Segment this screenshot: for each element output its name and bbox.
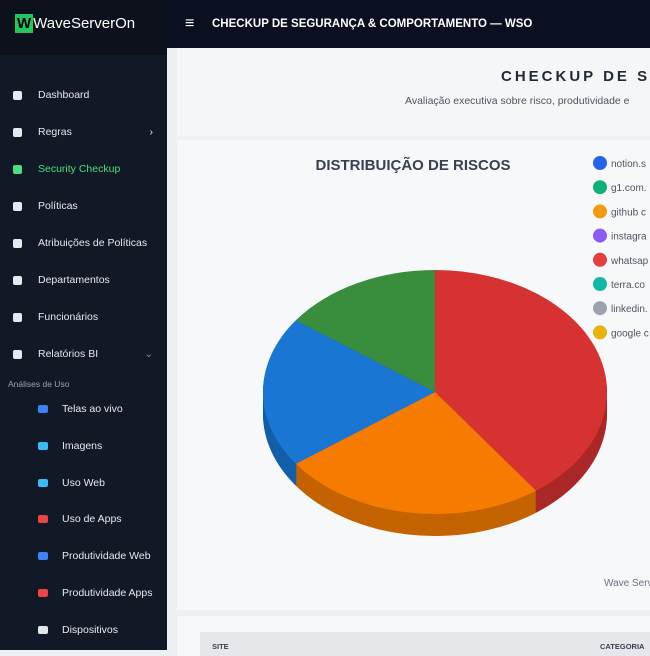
nav-label: Uso Web — [62, 476, 105, 489]
nav-icon — [13, 128, 22, 137]
nav-label: Departamentos — [38, 274, 110, 286]
nav-icon — [38, 589, 48, 597]
legend-label: github c — [611, 207, 646, 218]
nav-subitem[interactable]: Uso Web — [0, 473, 167, 493]
brand: W WaveServerOn — [0, 0, 167, 55]
legend-label: g1.com. — [611, 183, 647, 194]
legend-swatch — [593, 252, 607, 267]
nav-icon — [38, 405, 48, 413]
nav-label: Uso de Apps — [62, 513, 122, 526]
nav-item[interactable]: Políticas — [0, 196, 167, 216]
nav-label: Produtividade Web — [62, 550, 151, 563]
brand-text: WaveServerOn — [33, 15, 136, 32]
legend-label: notion.s — [611, 159, 646, 170]
header-subtitle: Avaliação executiva sobre risco, produti… — [405, 95, 630, 107]
legend-swatch — [593, 180, 607, 195]
nav-section: Análises de Uso — [8, 379, 70, 389]
nav-icon — [13, 165, 22, 174]
footer-text: Wave Serv — [604, 578, 650, 589]
nav-label: Regras — [38, 126, 72, 138]
nav-icon — [38, 625, 48, 634]
legend-label: terra.co — [611, 280, 645, 291]
nav-subitem[interactable]: Telas ao vivo — [0, 399, 167, 419]
nav-subitem[interactable]: Produtividade Web — [0, 546, 167, 566]
nav-label: Produtividade Apps — [62, 587, 153, 599]
column-header: SITE — [212, 642, 229, 651]
logo-mark: W — [15, 14, 34, 33]
nav-icon — [38, 441, 48, 450]
pie-slice — [263, 320, 435, 464]
chevron: › — [149, 126, 154, 138]
nav-label: Relatórios BI — [38, 348, 99, 360]
nav-subitem[interactable]: Produtividade Apps — [0, 583, 167, 603]
chart: DISTRIBUIÇÃO DE RISCOS Wave Serv notion.… — [262, 156, 650, 589]
nav-icon — [13, 313, 22, 322]
chevron: ⌄ — [144, 348, 153, 360]
sidebar: W WaveServerOn Dashboard Regras › Security C… — [0, 0, 167, 650]
legend-label: instagra — [611, 232, 647, 243]
header-title: CHECKUP DE SE — [501, 68, 650, 85]
nav-label: Dispositivos — [62, 623, 119, 636]
nav-item[interactable]: Dashboard — [0, 85, 167, 105]
nav-label: Security Checkup — [38, 163, 121, 175]
menu-icon[interactable]: ≡ — [185, 15, 195, 32]
pie-slice — [295, 392, 537, 514]
nav-icon — [38, 552, 48, 561]
pie-slice — [295, 270, 435, 392]
legend-swatch — [593, 301, 607, 316]
chart-title: DISTRIBUIÇÃO DE RISCOS — [315, 156, 510, 174]
pie-slice — [435, 270, 607, 491]
nav-item[interactable]: Security Checkup — [0, 159, 167, 179]
legend-swatch — [593, 325, 607, 340]
nav-item[interactable]: Atribuições de Políticas — [0, 233, 167, 253]
nav-label: Funcionários — [38, 311, 99, 323]
nav-icon — [13, 350, 22, 359]
nav-item[interactable]: Relatórios BI ⌄ — [0, 344, 167, 364]
nav-subitem[interactable]: Imagens — [0, 436, 167, 456]
legend-swatch — [593, 228, 607, 243]
nav-label: Políticas — [38, 200, 78, 212]
nav-item[interactable]: Funcionários — [0, 307, 167, 327]
topbar: ≡ CHECKUP DE SEGURANÇA & COMPORTAMENTO —… — [167, 0, 650, 48]
nav-label: Imagens — [62, 439, 103, 452]
legend-label: google c — [611, 328, 649, 339]
nav-icon — [13, 202, 22, 211]
nav-icon — [38, 478, 48, 487]
chart-card: DISTRIBUIÇÃO DE RISCOS Wave Serv notion.… — [177, 140, 650, 610]
nav-item[interactable]: Departamentos — [0, 270, 167, 290]
topbar-title: CHECKUP DE SEGURANÇA & COMPORTAMENTO — W… — [212, 18, 533, 30]
nav-icon — [13, 239, 22, 248]
nav-subitem[interactable]: Dispositivos — [0, 620, 167, 640]
legend-label: linkedin. — [611, 304, 648, 315]
table-header: SITE CATEGORIA — [200, 632, 650, 656]
nav-subitem[interactable]: Uso de Apps — [0, 509, 167, 529]
column-header: CATEGORIA — [600, 642, 645, 651]
nav-icon — [38, 515, 48, 524]
nav-label: Telas ao vivo — [62, 403, 123, 415]
nav-label: Atribuições de Políticas — [38, 237, 148, 249]
legend-swatch — [593, 204, 607, 219]
nav-item[interactable]: Regras › — [0, 122, 167, 142]
nav-icon — [13, 91, 22, 100]
header-card: CHECKUP DE SE Avaliação executiva sobre … — [177, 48, 650, 136]
nav-label: Dashboard — [38, 89, 90, 101]
legend-swatch — [593, 277, 607, 291]
nav-icon — [13, 276, 22, 285]
legend-swatch — [593, 156, 607, 170]
legend-label: whatsap — [610, 256, 649, 267]
table-card: SITE CATEGORIA — [177, 616, 650, 656]
